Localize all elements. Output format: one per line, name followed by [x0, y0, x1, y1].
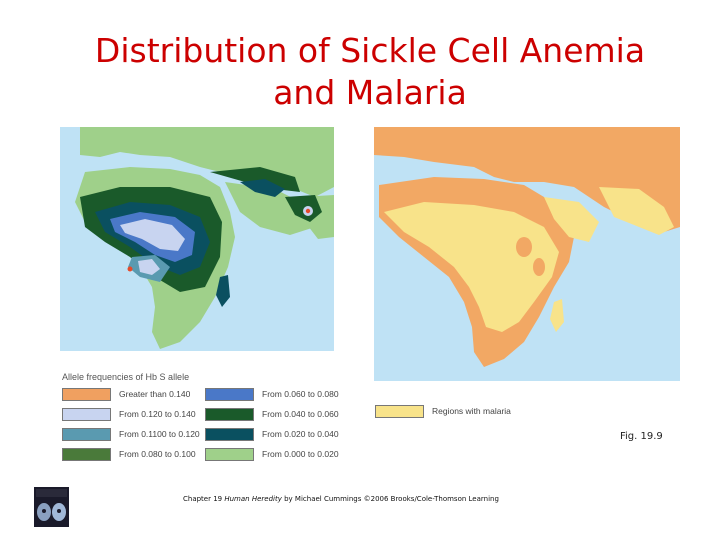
legend-swatch	[205, 448, 254, 461]
malaria-regions-map	[374, 127, 680, 381]
slide-title: Distribution of Sickle Cell Anemia and M…	[40, 30, 700, 114]
book-cover-image	[34, 487, 69, 527]
legend-label: From 0.120 to 0.140	[119, 409, 196, 419]
legend-swatch	[62, 448, 111, 461]
legend-swatch	[375, 405, 424, 418]
legend-label: From 0.060 to 0.080	[262, 389, 339, 399]
legend-swatch	[62, 408, 111, 421]
credit-line: Chapter 19 Human Heredity by Michael Cum…	[183, 495, 499, 503]
title-line-2: and Malaria	[273, 73, 467, 112]
legend-label: From 0.080 to 0.100	[119, 449, 196, 459]
legend-label: From 0.000 to 0.020	[262, 449, 339, 459]
credit-book: Human Heredity	[224, 495, 282, 503]
sickle-cell-frequency-map	[60, 127, 334, 351]
title-line-1: Distribution of Sickle Cell Anemia	[94, 31, 646, 70]
legend-label: From 0.1100 to 0.120	[119, 429, 200, 439]
credit-rest: by Michael Cummings ©2006 Brooks/Cole-Th…	[284, 495, 499, 503]
legend-label: Regions with malaria	[432, 406, 511, 416]
legend-label: From 0.040 to 0.060	[262, 409, 339, 419]
figure-label: Fig. 19.9	[620, 431, 663, 442]
legend-swatch	[205, 428, 254, 441]
legend-label: From 0.020 to 0.040	[262, 429, 339, 439]
legend-swatch	[205, 408, 254, 421]
legend-swatch	[205, 388, 254, 401]
credit-chapter: Chapter 19	[183, 495, 223, 503]
legend-swatch	[62, 428, 111, 441]
legend-label: Greater than 0.140	[119, 389, 191, 399]
legend-swatch	[62, 388, 111, 401]
legend-heading: Allele frequencies of Hb S allele	[62, 372, 190, 382]
